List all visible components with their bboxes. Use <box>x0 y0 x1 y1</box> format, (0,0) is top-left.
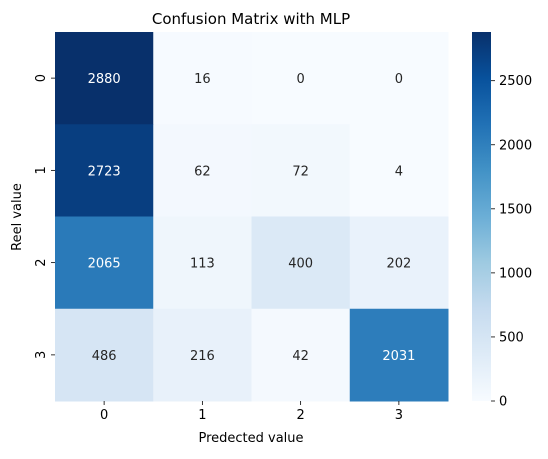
x-tick-label: 2 <box>296 408 304 423</box>
cell-value-label: 2880 <box>88 72 121 87</box>
cell-value-label: 400 <box>288 257 313 272</box>
colorbar-tick-label: 2000 <box>499 138 532 153</box>
cell-value-label: 113 <box>190 257 215 272</box>
heatmap-cell <box>55 308 154 402</box>
cell-value-label: 486 <box>92 349 117 364</box>
cell-value-label: 42 <box>292 349 309 364</box>
cell-value-label: 216 <box>190 349 215 364</box>
heatmap-cell <box>251 308 351 402</box>
colorbar-bar <box>472 32 491 401</box>
heatmap-cell-labels: 2880 16 0 0 2723 62 72 4 2065 113 400 202 486 216 42 20… <box>88 72 416 364</box>
x-axis-label: Predected value <box>198 431 303 446</box>
colorbar-tick-label: 1000 <box>499 266 532 281</box>
heatmap-cell <box>153 124 252 217</box>
colorbar-tick-label: 1500 <box>499 202 532 217</box>
cell-value-label: 4 <box>395 164 403 179</box>
colorbar-tick-label: 0 <box>499 395 507 410</box>
x-tick-label: 0 <box>100 408 108 423</box>
heatmap-cell <box>55 32 154 125</box>
y-axis-label: Reel value <box>10 183 25 251</box>
cell-value-label: 16 <box>194 72 211 87</box>
heatmap-cell <box>251 124 351 217</box>
heatmap-cell <box>349 32 449 125</box>
heatmap-cell <box>349 216 449 310</box>
chart-title: Confusion Matrix with MLP <box>152 10 350 28</box>
colorbar: 0 500 1000 1500 2000 2500 <box>472 32 532 410</box>
x-axis-ticks: 0 1 2 3 <box>100 401 403 423</box>
cell-value-label: 2065 <box>88 257 121 272</box>
cell-value-label: 0 <box>296 72 304 87</box>
y-tick-label: 1 <box>34 166 49 174</box>
cell-value-label: 202 <box>386 257 411 272</box>
x-tick-label: 1 <box>198 408 206 423</box>
heatmap-cell <box>349 124 449 217</box>
cell-value-label: 2723 <box>88 164 121 179</box>
colorbar-tick-label: 500 <box>499 330 524 345</box>
heatmap-cell <box>153 32 252 125</box>
heatmap-cell <box>251 216 351 310</box>
y-tick-label: 0 <box>34 74 49 82</box>
cell-value-label: 0 <box>395 72 403 87</box>
x-tick-label: 3 <box>395 408 403 423</box>
cell-value-label: 62 <box>194 164 211 179</box>
heatmap-cell <box>349 308 449 402</box>
colorbar-tick-label: 2500 <box>499 74 532 89</box>
heatmap-cell <box>153 216 252 310</box>
cell-value-label: 2031 <box>382 349 415 364</box>
cell-value-label: 72 <box>292 164 309 179</box>
heatmap-cells <box>55 32 449 402</box>
heatmap-cell <box>55 216 154 310</box>
y-tick-label: 2 <box>34 258 49 266</box>
y-axis-ticks: 0 1 2 3 <box>34 74 55 359</box>
heatmap-cell <box>55 124 154 217</box>
heatmap-cell <box>153 308 252 402</box>
heatmap-cell <box>251 32 351 125</box>
y-tick-label: 3 <box>34 351 49 359</box>
